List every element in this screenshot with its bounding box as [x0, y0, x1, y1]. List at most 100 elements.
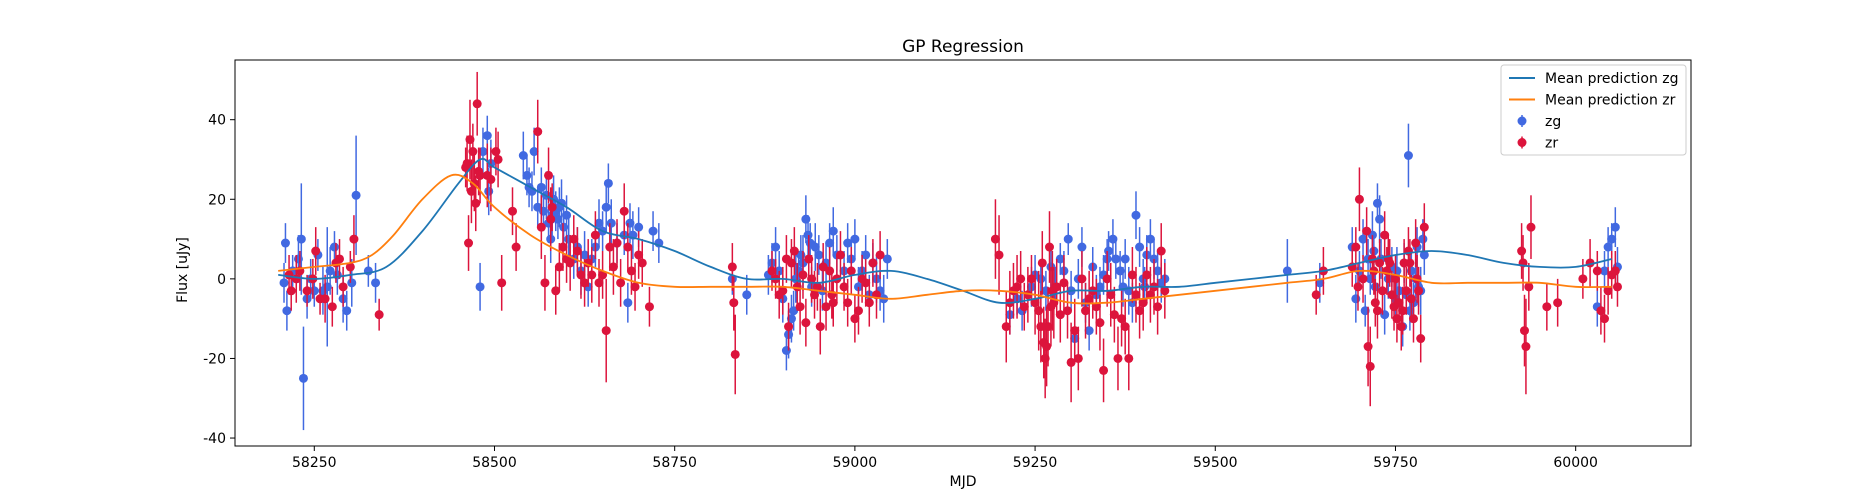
zr-point — [1363, 342, 1373, 352]
zr-point — [1390, 274, 1400, 284]
x-tick-label: 58500 — [472, 455, 517, 471]
zr-point — [1059, 278, 1069, 288]
zr-point — [1156, 246, 1166, 256]
plot-area — [278, 71, 1622, 431]
zr-point — [850, 314, 860, 324]
zr-point — [576, 270, 586, 280]
zr-point — [1385, 258, 1395, 268]
zg-point — [828, 226, 838, 236]
zr-point — [1124, 353, 1134, 363]
zr-point — [1106, 290, 1116, 300]
zg-point — [296, 234, 306, 244]
zr-point — [601, 326, 611, 336]
zr-point — [547, 202, 557, 212]
zg-point — [529, 147, 539, 157]
zr-point — [1109, 310, 1119, 320]
zr-point — [536, 222, 546, 232]
zr-point — [605, 242, 615, 252]
zr-point — [580, 278, 590, 288]
zr-point — [349, 234, 359, 244]
legend-label: zr — [1545, 136, 1558, 152]
zr-point — [1311, 290, 1321, 300]
zr-point — [875, 250, 885, 260]
legend-label: Mean prediction zr — [1545, 93, 1676, 109]
zr-point — [637, 258, 647, 268]
zr-point — [1372, 306, 1382, 316]
zr-point — [546, 214, 556, 224]
zr-point — [286, 286, 296, 296]
zg-point — [623, 298, 633, 308]
x-tick-label: 59750 — [1373, 455, 1418, 471]
zr-point — [587, 270, 597, 280]
line-mean-prediction-zr — [278, 173, 1612, 305]
zr-point — [818, 262, 828, 272]
zr-point — [471, 198, 481, 208]
zr-point — [1019, 302, 1029, 312]
zr-point — [493, 154, 503, 164]
zr-point — [475, 170, 485, 180]
zr-point — [812, 282, 822, 292]
zg-point — [1610, 222, 1620, 232]
zr-point — [626, 266, 636, 276]
zr-point — [1408, 314, 1418, 324]
zg-point — [603, 178, 613, 188]
zr-point — [835, 250, 845, 260]
zr-point — [619, 206, 629, 216]
zr-point — [1419, 222, 1429, 232]
zr-point — [1401, 286, 1411, 296]
y-tick-label: 0 — [217, 272, 226, 288]
zr-point — [634, 250, 644, 260]
zr-point — [1077, 274, 1087, 284]
zr-point — [1351, 242, 1361, 252]
zr-point — [511, 242, 521, 252]
legend-box — [1500, 64, 1687, 156]
zg-point — [475, 282, 485, 292]
zr-point — [1055, 310, 1065, 320]
zg-point — [810, 242, 820, 252]
zr-point — [1354, 194, 1364, 204]
zr-point — [590, 230, 600, 240]
zg-point — [1077, 242, 1087, 252]
zr-point — [1358, 274, 1368, 284]
zg-point — [1055, 254, 1065, 264]
zg-point — [329, 242, 339, 252]
zr-point — [1370, 298, 1380, 308]
zr-point — [1063, 306, 1073, 316]
zr-point — [1131, 290, 1141, 300]
zg-point — [1084, 326, 1094, 336]
x-tick-label: 58250 — [292, 455, 337, 471]
zg-point — [342, 306, 352, 316]
zr-point — [1610, 266, 1620, 276]
zr-point — [730, 349, 740, 359]
zr-point — [825, 266, 835, 276]
zr-point — [569, 234, 579, 244]
zr-point — [727, 262, 737, 272]
zr-point — [1414, 286, 1424, 296]
zg-point — [1095, 282, 1105, 292]
zr-point — [1362, 226, 1372, 236]
zr-point — [853, 306, 863, 316]
zg-point — [309, 286, 319, 296]
zr-point — [1553, 298, 1563, 308]
zg-point — [484, 186, 494, 196]
zg-point — [781, 345, 791, 355]
zr-point — [1127, 270, 1137, 280]
zr-point — [846, 266, 856, 276]
zr-point — [1517, 246, 1527, 256]
zr-point — [1073, 353, 1083, 363]
zg-point — [1372, 198, 1382, 208]
zr-point — [1070, 326, 1080, 336]
zg-point — [280, 238, 290, 248]
zg-point — [814, 250, 824, 260]
zr-point — [1526, 222, 1536, 232]
zg-point — [1135, 242, 1145, 252]
zg-point — [562, 210, 572, 220]
zg-point — [371, 278, 381, 288]
zg-point — [843, 238, 853, 248]
zg-point — [1145, 234, 1155, 244]
zg-point — [771, 242, 781, 252]
zr-point — [1095, 318, 1105, 328]
zr-point — [821, 302, 831, 312]
zg-point — [1403, 151, 1413, 161]
zg-point — [742, 290, 752, 300]
